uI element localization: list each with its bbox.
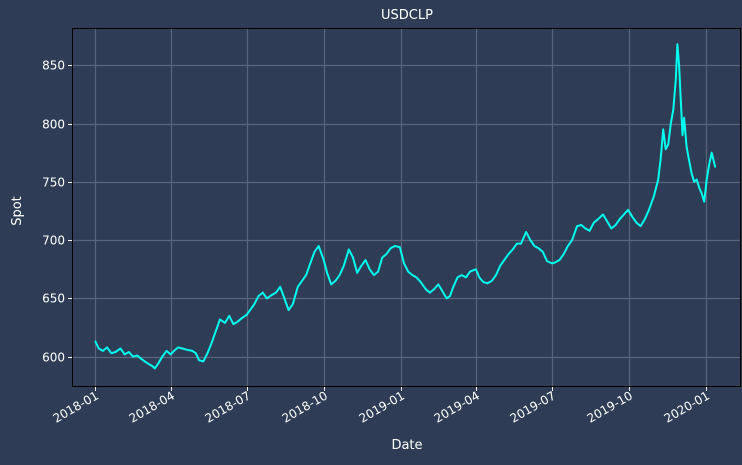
chart-title: USDCLP <box>381 8 433 23</box>
series-layer <box>94 43 717 370</box>
y-tick-label: 800 <box>42 118 65 132</box>
axes-face <box>72 28 741 387</box>
axes-spine <box>72 28 741 387</box>
grid <box>72 28 741 387</box>
plot-area <box>72 28 741 387</box>
y-axis-ticks: 600 650 700 750 800 850 <box>42 59 72 365</box>
series-line <box>94 43 717 370</box>
y-tick-label: 650 <box>42 292 65 306</box>
y-axis-label: Spot <box>10 196 25 226</box>
y-tick-label: 850 <box>42 59 65 73</box>
y-tick-label: 700 <box>42 234 65 248</box>
y-tick-label: 600 <box>42 351 65 365</box>
x-axis-label: Date <box>391 438 422 453</box>
y-tick-label: 750 <box>42 176 65 190</box>
